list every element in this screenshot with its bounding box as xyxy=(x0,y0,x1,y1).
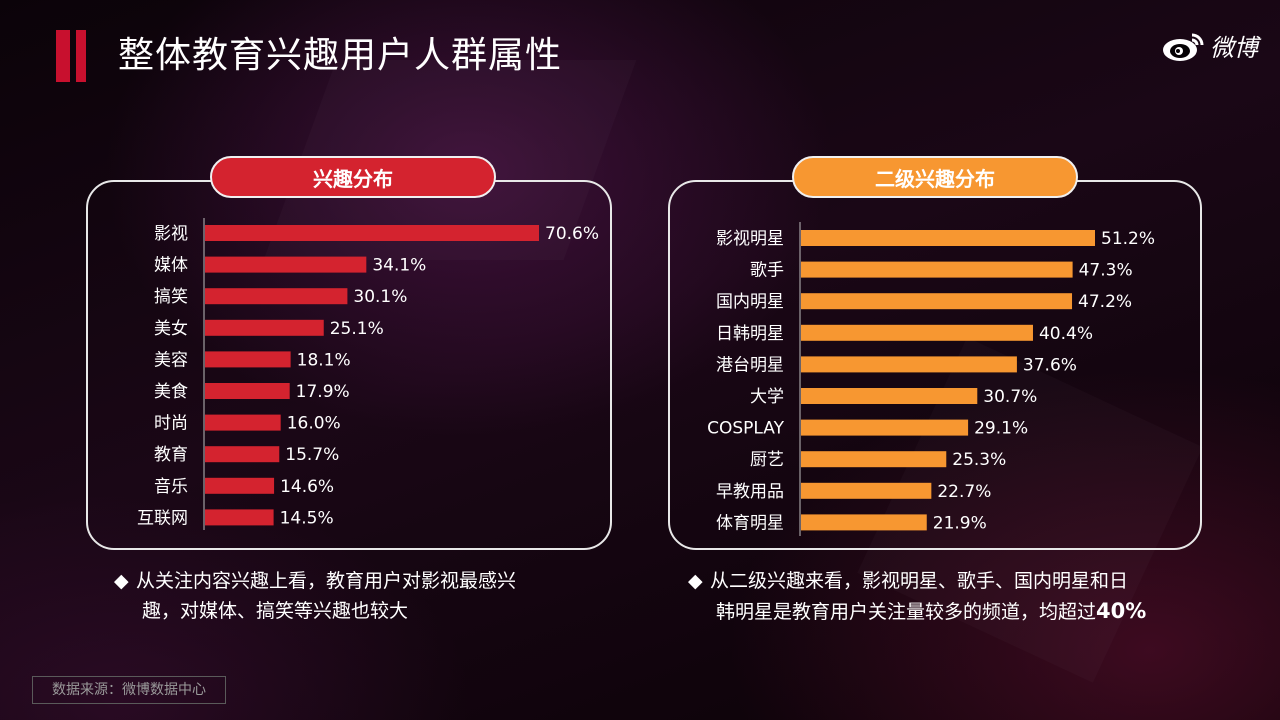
right-note-emphasis: 40% xyxy=(1096,599,1147,623)
left-note: ◆ 从关注内容兴趣上看，教育用户对影视最感兴 趣，对媒体、搞笑等兴趣也较大 xyxy=(114,566,584,626)
secondary-bar xyxy=(801,482,932,499)
right-note: ◆ 从二级兴趣来看，影视明星、歌手、国内明星和日 韩明星是教育用户关注量较多的频道… xyxy=(688,566,1208,627)
secondary-value-label: 30.7% xyxy=(983,387,1037,407)
interest-category-label: 美女 xyxy=(154,319,188,339)
secondary-bar xyxy=(801,356,1017,373)
interest-category-label: 媒体 xyxy=(154,256,188,276)
secondary-bar xyxy=(801,230,1095,246)
secondary-bar xyxy=(801,324,1033,341)
interest-bar xyxy=(205,288,348,305)
secondary-value-label: 21.9% xyxy=(933,513,987,533)
diamond-bullet-icon: ◆ xyxy=(688,570,703,592)
interest-category-label: 美容 xyxy=(154,350,188,370)
interest-value-label: 25.1% xyxy=(330,319,384,339)
right-note-line2: 韩明星是教育用户关注量较多的频道，均超过 xyxy=(716,601,1097,623)
interest-value-label: 14.6% xyxy=(280,477,334,497)
interest-value-label: 30.1% xyxy=(353,287,407,307)
page-title: 整体教育兴趣用户人群属性 xyxy=(118,35,563,76)
secondary-value-label: 25.3% xyxy=(952,450,1006,470)
interest-category-label: 美食 xyxy=(154,382,188,402)
interest-value-label: 16.0% xyxy=(287,414,341,434)
interest-category-label: 时尚 xyxy=(154,414,188,434)
secondary-category-label: 国内明星 xyxy=(716,292,784,312)
secondary-bar xyxy=(801,419,969,436)
left-note-line2: 趣，对媒体、搞笑等兴趣也较大 xyxy=(142,600,409,622)
secondary-bar xyxy=(801,388,978,404)
weibo-logo: 微博 xyxy=(1162,28,1258,63)
diamond-bullet-icon: ◆ xyxy=(114,570,129,592)
secondary-category-label: 大学 xyxy=(750,387,784,407)
right-note-line1: 从二级兴趣来看，影视明星、歌手、国内明星和日 xyxy=(710,570,1129,592)
secondary-category-label: COSPLAY xyxy=(707,419,784,439)
interest-bar xyxy=(205,225,539,241)
secondary-bar xyxy=(801,293,1073,310)
secondary-value-label: 47.3% xyxy=(1079,261,1133,281)
secondary-category-label: 厨艺 xyxy=(750,450,784,470)
secondary-bar xyxy=(801,514,927,531)
interest-value-label: 18.1% xyxy=(297,350,351,370)
interest-bar xyxy=(205,446,280,463)
interest-bar xyxy=(205,351,291,368)
interest-bar xyxy=(205,414,281,431)
secondary-bar xyxy=(801,451,947,468)
left-note-line1: 从关注内容兴趣上看，教育用户对影视最感兴 xyxy=(136,570,517,592)
interest-category-label: 影视 xyxy=(154,224,188,244)
interest-bar xyxy=(205,477,275,494)
secondary-category-label: 早教用品 xyxy=(716,482,784,502)
logo-text: 微博 xyxy=(1210,34,1258,62)
interest-bar xyxy=(205,319,324,336)
interest-category-label: 搞笑 xyxy=(154,287,188,307)
weibo-eye-icon xyxy=(1163,33,1204,61)
interest-category-label: 教育 xyxy=(154,445,188,465)
interest-category-label: 音乐 xyxy=(154,477,188,497)
interest-value-label: 70.6% xyxy=(545,224,599,244)
title-accent-bar xyxy=(56,30,70,82)
secondary-category-label: 体育明星 xyxy=(716,513,784,533)
interest-bar xyxy=(205,383,290,399)
interest-value-label: 15.7% xyxy=(285,445,339,465)
secondary-value-label: 37.6% xyxy=(1023,355,1077,375)
interest-bar xyxy=(205,256,367,273)
secondary-value-label: 29.1% xyxy=(974,419,1028,439)
interest-category-label: 互联网 xyxy=(137,508,188,528)
interest-value-label: 34.1% xyxy=(372,256,426,276)
interest-value-label: 17.9% xyxy=(296,382,350,402)
secondary-category-label: 日韩明星 xyxy=(716,324,784,344)
title-accent-bar xyxy=(76,30,86,82)
secondary-category-label: 影视明星 xyxy=(716,229,784,249)
secondary-value-label: 22.7% xyxy=(937,482,991,502)
interest-bar xyxy=(205,509,274,526)
interest-value-label: 14.5% xyxy=(280,508,334,528)
secondary-category-label: 歌手 xyxy=(750,261,784,281)
interest-chart-title: 兴趣分布 xyxy=(210,156,496,198)
secondary-category-label: 港台明星 xyxy=(716,355,784,375)
secondary-interest-chart-title: 二级兴趣分布 xyxy=(792,156,1078,198)
data-source: 数据来源：微博数据中心 xyxy=(32,676,226,704)
secondary-value-label: 47.2% xyxy=(1078,292,1132,312)
secondary-value-label: 51.2% xyxy=(1101,229,1155,249)
secondary-bar xyxy=(801,261,1073,278)
secondary-value-label: 40.4% xyxy=(1039,324,1093,344)
